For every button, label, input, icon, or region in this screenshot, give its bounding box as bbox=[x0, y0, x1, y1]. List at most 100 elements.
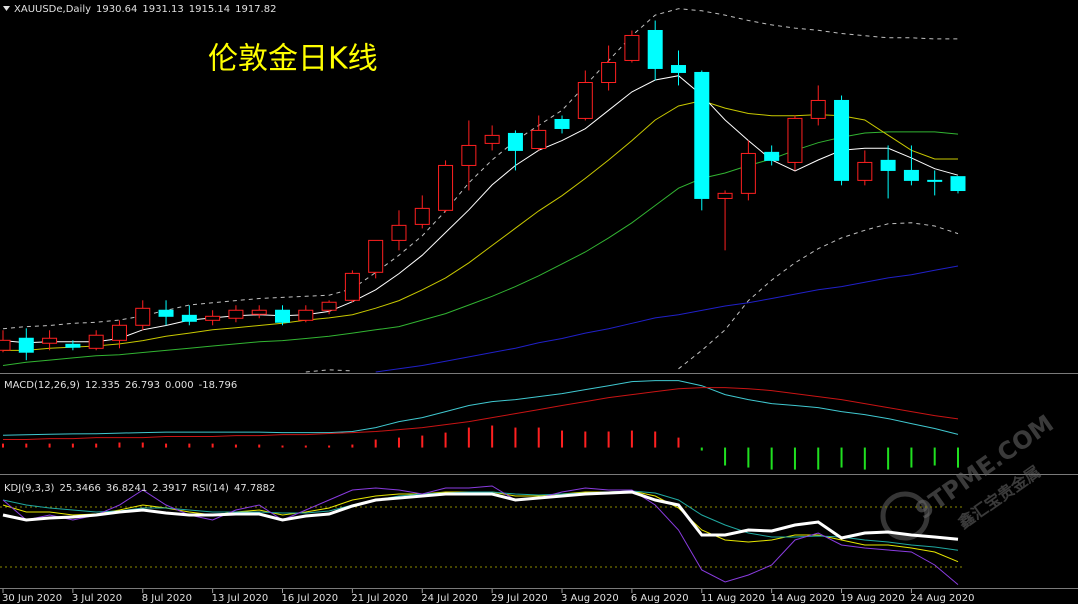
indicator-line bbox=[2, 490, 959, 551]
candle-body bbox=[298, 309, 314, 321]
indicator-bar bbox=[165, 443, 168, 448]
candle-body bbox=[764, 151, 780, 161]
candle-body bbox=[391, 224, 407, 241]
candle-body bbox=[554, 118, 570, 129]
header-value: 1915.14 bbox=[189, 4, 230, 15]
candle-body bbox=[135, 307, 151, 326]
header-value: 25.3466 bbox=[59, 483, 100, 494]
indicator-bar bbox=[654, 431, 657, 448]
x-tick-label: 6 Aug 2020 bbox=[631, 593, 689, 604]
candle-body bbox=[321, 301, 337, 311]
x-tick-label: 13 Jul 2020 bbox=[212, 593, 269, 604]
x-tick-label: 24 Aug 2020 bbox=[910, 593, 974, 604]
indicator-bar bbox=[188, 443, 191, 448]
header-value: 12.335 bbox=[85, 380, 120, 391]
header-value: RSI(14) bbox=[192, 483, 229, 494]
indicator-bar bbox=[747, 447, 750, 468]
indicator-bar bbox=[887, 447, 890, 470]
candle-body bbox=[717, 192, 733, 199]
x-tick-label: 16 Jul 2020 bbox=[282, 593, 339, 604]
candle-body bbox=[461, 144, 477, 166]
indicator-bar bbox=[351, 444, 354, 448]
bollinger-band bbox=[678, 222, 959, 370]
indicator-line bbox=[2, 380, 959, 436]
indicator-bar bbox=[2, 443, 4, 448]
candle-body bbox=[624, 34, 640, 61]
indicator-bar bbox=[793, 447, 796, 470]
header-value: 1917.82 bbox=[235, 4, 276, 15]
candle-body bbox=[438, 164, 454, 211]
header-value: 1931.13 bbox=[142, 4, 183, 15]
candle-body bbox=[88, 334, 104, 349]
candle-body bbox=[950, 176, 966, 192]
candle-body bbox=[65, 343, 81, 348]
candle-body bbox=[251, 309, 267, 315]
header-value: KDJ(9,3,3) bbox=[4, 483, 55, 494]
moving-average bbox=[2, 75, 959, 344]
indicator-bar bbox=[933, 447, 936, 466]
indicator-bar bbox=[724, 447, 727, 466]
indicator-bar bbox=[467, 427, 470, 448]
indicator-bar bbox=[910, 447, 913, 468]
candle-body bbox=[42, 337, 58, 344]
candle-body bbox=[903, 169, 919, 181]
header-value: 47.7882 bbox=[234, 483, 275, 494]
indicator-bar bbox=[700, 447, 703, 451]
indicator-bar bbox=[118, 442, 121, 448]
indicator-line bbox=[2, 490, 959, 541]
candle-body bbox=[787, 117, 803, 163]
candle-body bbox=[18, 337, 34, 353]
indicator-bar bbox=[957, 447, 959, 468]
candle-body bbox=[601, 62, 617, 84]
indicator-bar bbox=[491, 425, 494, 448]
header-value: -18.796 bbox=[199, 380, 238, 391]
candle-body bbox=[158, 309, 174, 317]
candle-body bbox=[531, 129, 547, 149]
indicator-bar bbox=[328, 445, 331, 448]
indicator-bar bbox=[281, 445, 284, 448]
indicator-bar bbox=[537, 427, 540, 448]
indicator-bar bbox=[770, 447, 773, 470]
header-value: 36.8241 bbox=[106, 483, 147, 494]
candle-body bbox=[694, 71, 710, 199]
candle-body bbox=[181, 314, 197, 322]
candle-body bbox=[834, 99, 850, 181]
chart-title: 伦敦金日K线 bbox=[208, 42, 378, 77]
symbol-menu-icon[interactable] bbox=[3, 6, 10, 11]
header-value: MACD(12,26,9) bbox=[4, 380, 80, 391]
indicator-bar bbox=[304, 445, 307, 448]
candle-body bbox=[577, 82, 593, 119]
indicator-line bbox=[2, 485, 959, 585]
header-value: 26.793 bbox=[125, 380, 160, 391]
candle-body bbox=[275, 309, 291, 323]
indicator-bar bbox=[25, 443, 28, 448]
candle-body bbox=[740, 152, 756, 194]
x-tick-label: 3 Jul 2020 bbox=[72, 593, 122, 604]
x-tick-label: 8 Jul 2020 bbox=[142, 593, 192, 604]
indicator-bar bbox=[630, 430, 633, 448]
indicator-bar bbox=[374, 439, 377, 448]
candle-body bbox=[857, 161, 873, 181]
price-header: XAUUSDe,Daily 1930.64 1931.13 1915.14 1917.8… bbox=[14, 4, 276, 15]
indicator-bar bbox=[141, 442, 144, 448]
candle-body bbox=[484, 134, 500, 144]
indicator-bar bbox=[514, 427, 517, 448]
x-tick-label: 21 Jul 2020 bbox=[351, 593, 408, 604]
indicator-bar bbox=[444, 432, 447, 448]
candle-body bbox=[205, 315, 221, 321]
indicator-bar bbox=[397, 437, 400, 448]
indicator-bar bbox=[561, 430, 564, 448]
candle-body bbox=[647, 29, 663, 69]
indicator-bar bbox=[817, 447, 820, 470]
x-tick-label: 29 Jul 2020 bbox=[491, 593, 548, 604]
indicator-bar bbox=[421, 435, 424, 448]
indicator-bar bbox=[71, 443, 74, 448]
x-tick-label: 3 Aug 2020 bbox=[561, 593, 619, 604]
candle-body bbox=[927, 179, 943, 182]
indicator-bar bbox=[48, 443, 51, 448]
candle-body bbox=[368, 239, 384, 273]
x-tick-label: 24 Jul 2020 bbox=[421, 593, 478, 604]
indicator-bar bbox=[677, 437, 680, 448]
